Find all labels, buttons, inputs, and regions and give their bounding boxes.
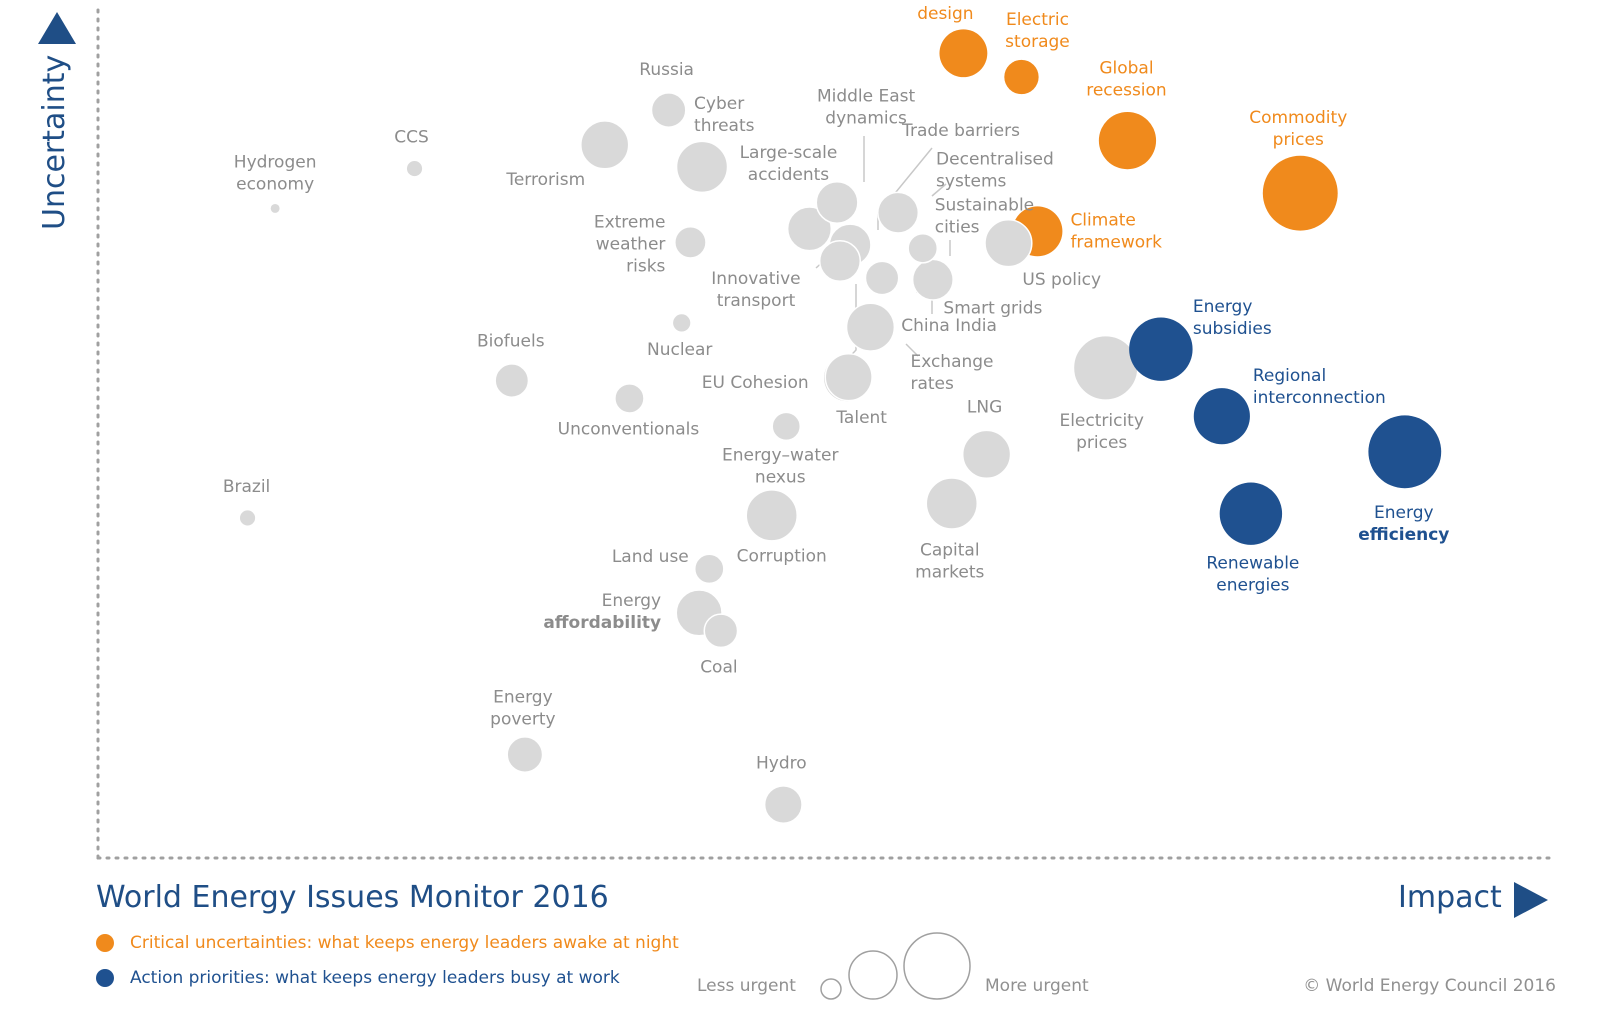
bubble-label-trade-barriers: Trade barriers	[901, 121, 1020, 141]
bubble-label-energy-subsidies: Energy subsidies	[1193, 297, 1272, 339]
bubble-label-energy-poverty: Energy poverty	[490, 688, 555, 730]
bubble-label-global-recession: Global recession	[1086, 59, 1167, 101]
bubble-coal	[703, 613, 739, 649]
bubble-label-large-scale-accidents: Large-scale accidents	[740, 143, 838, 185]
bubble-us-policy	[984, 219, 1033, 268]
bubble-china-india	[864, 260, 900, 296]
bubble-middle-east-dynamics	[815, 180, 859, 225]
bubble-label-regional-interconnection: Regional interconnection	[1253, 366, 1386, 408]
y-axis-arrow-icon	[38, 12, 76, 44]
bubble-terrorism	[580, 120, 630, 170]
bubble-label-cyber-threats: Cyber threats	[694, 94, 755, 136]
bubble-large-scale-accidents	[786, 206, 833, 252]
bubble-label-terrorism: Terrorism	[505, 170, 585, 190]
bubble-label-extreme-weather-risks: Extreme weather risks	[594, 212, 666, 276]
label-layer: Hydrogen economy CCS Brazil Russia Terrorism C…	[223, 0, 1450, 774]
bubble-label-biofuels: Biofuels	[477, 332, 545, 352]
bubble-label-capital-markets: Capital markets	[915, 541, 984, 583]
bubble-label-smart-grids: Smart grids	[943, 299, 1042, 319]
chart-title: World Energy Issues Monitor 2016	[96, 880, 609, 915]
bubble-nuclear	[671, 312, 692, 334]
bubble-label-land-use: Land use	[612, 547, 689, 567]
bubble-label-climate-framework: Climate framework	[1070, 210, 1162, 252]
bubble-hydro	[763, 785, 803, 825]
bubble-label-coal: Coal	[700, 658, 737, 678]
bubble-cyber-threats	[675, 140, 729, 194]
size-legend	[820, 932, 971, 1000]
bubble-smart-grids	[911, 258, 954, 301]
size-legend-large	[903, 932, 971, 1000]
bubble-innovative-transport	[818, 239, 862, 283]
legend-text-blue: Action priorities: what keeps energy lea…	[130, 968, 620, 988]
size-legend-more-label: More urgent	[985, 976, 1089, 996]
bubble-regional-interconnection	[1193, 388, 1250, 445]
bubble-label-middle-east-dynamics: Middle East dynamics	[817, 86, 916, 128]
bubble-corruption	[745, 489, 798, 542]
legend-item-orange: Critical uncertainties: what keeps energ…	[96, 933, 679, 953]
bubble-label-renewable-energies: Renewable energies	[1206, 554, 1299, 596]
bubble-label-energy-water-nexus: Energy–water nexus	[722, 445, 838, 487]
bubble-label-energy-efficiency: Energy efficiency	[1358, 503, 1449, 545]
copyright-credit: © World Energy Council 2016	[1303, 976, 1556, 996]
size-legend-small	[820, 978, 842, 1000]
bubble-label-nuclear: Nuclear	[647, 340, 712, 360]
bubble-extreme-weather-risks	[674, 226, 707, 259]
x-axis-arrow-icon	[1514, 882, 1548, 918]
legend-item-blue: Action priorities: what keeps energy lea…	[96, 968, 620, 988]
blue-dot-icon	[96, 969, 114, 987]
bubble-electricity-prices	[1072, 334, 1139, 401]
bubble-label-commodity-prices: Commodity prices	[1249, 108, 1347, 150]
bubble-energy-efficiency	[1368, 415, 1442, 489]
bubble-land-use	[693, 553, 725, 585]
size-legend-less-label: Less urgent	[697, 976, 796, 996]
bubble-label-exchange-rates: Exchange rates	[910, 352, 993, 394]
bubble-label-us-policy: US policy	[1022, 270, 1101, 290]
bubble-label-hydro: Hydro	[756, 754, 807, 774]
legend-text-orange: Critical uncertainties: what keeps energ…	[130, 933, 679, 953]
bubble-sustainable-cities	[907, 232, 939, 264]
bubble-decentralised-systems	[877, 191, 920, 234]
bubble-label-lng: LNG	[967, 397, 1002, 417]
bubble-market-design	[939, 29, 988, 78]
bubble-label-hydrogen-economy: Hydrogen economy	[234, 152, 317, 194]
x-axis-label: Impact	[1398, 880, 1502, 915]
bubble-lng	[961, 429, 1012, 480]
bubble-label-electric-storage: Electric storage	[1005, 10, 1070, 52]
bubble-label-russia: Russia	[639, 60, 694, 80]
bubble-label-ccs: CCS	[394, 128, 429, 148]
bubble-label-unconventionals: Unconventionals	[558, 419, 700, 439]
bubble-label-corruption: Corruption	[737, 546, 827, 566]
bubble-energy-poverty	[506, 736, 544, 773]
bubble-label-talent: Talent	[835, 408, 887, 428]
bubble-energy-water-nexus	[771, 411, 802, 442]
bubble-label-energy-affordability: Energy affordability	[543, 591, 661, 633]
bubble-label-decentralised-systems: Decentralised systems	[936, 150, 1054, 192]
y-axis-label: Uncertainty	[37, 55, 72, 230]
bubble-label-sustainable-cities: Sustainable cities	[935, 195, 1034, 237]
bubble-biofuels	[494, 363, 530, 398]
bubble-talent	[824, 353, 873, 402]
bubble-electric-storage	[1004, 59, 1039, 95]
bubble-label-eu-cohesion: EU Cohesion	[702, 373, 809, 393]
bubble-label-market-design: Marketdesign	[916, 0, 975, 24]
bubble-label-electricity-prices: Electricity prices	[1059, 411, 1143, 453]
bubble-capital-markets	[925, 477, 979, 530]
size-legend-medium	[848, 950, 898, 1000]
bubble-ccs	[405, 159, 424, 178]
bubble-russia	[650, 92, 687, 128]
bubble-layer	[238, 29, 1442, 825]
orange-dot-icon	[96, 934, 114, 952]
bubble-label-innovative-transport: Innovative transport	[711, 269, 800, 311]
bubble-hydrogen-economy	[269, 202, 282, 215]
bubble-label-brazil: Brazil	[223, 477, 270, 497]
bubble-exchange-rates	[845, 302, 896, 352]
bubble-energy-subsidies	[1129, 317, 1193, 381]
bubble-label-china-india: China India	[901, 316, 997, 336]
bubble-commodity-prices	[1262, 155, 1338, 231]
bubble-unconventionals	[614, 383, 645, 414]
bubble-global-recession	[1098, 111, 1157, 170]
bubble-brazil	[238, 508, 257, 528]
bubble-renewable-energies	[1219, 482, 1283, 545]
